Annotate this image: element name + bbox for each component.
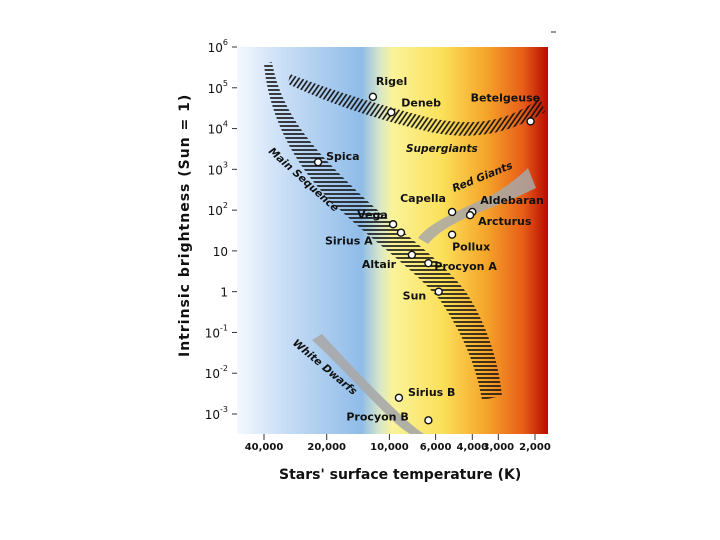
star-point-pollux [447,230,457,239]
star-label-betelgeuse: Betelgeuse [471,91,541,104]
star-label-sun: Sun [403,290,427,303]
star-label-pollux: Pollux [452,241,490,254]
x-tick-label: 4,000 [456,442,488,453]
white-dwarfs-band [312,334,424,434]
star-point-altair [407,250,417,260]
star-point-procyon-b [424,416,433,425]
x-tick-label: 40,000 [245,442,284,453]
y-tick-label: 105 [208,79,228,96]
y-tick-label: 10-1 [205,323,228,340]
star-point-sirius-b [394,393,404,402]
star-point-capella [447,207,457,217]
x-tick-label: 6,000 [420,442,452,453]
star-label-altair: Altair [362,258,397,271]
star-label-procyon-a: Procyon A [434,260,497,273]
star-point-sirius-a [396,228,406,237]
y-tick-label: 10-2 [205,364,228,381]
supergiants-band [288,74,545,136]
star-label-vega: Vega [357,208,388,221]
region-label-supergiants: Supergiants [406,143,478,155]
y-tick-label: 104 [208,120,228,137]
x-tick-label: 2,000 [519,442,551,453]
star-point-deneb [387,108,396,117]
main-sequence-band [264,62,502,400]
star-label-procyon-b: Procyon B [346,410,408,423]
red-giants-band [418,168,536,244]
star-point-spica [313,157,323,167]
y-tick-label: 10-3 [205,405,228,422]
y-tick-label: 1 [220,286,228,300]
star-point-betelgeuse [526,117,535,126]
star-point-procyon-a [424,258,433,268]
chart-marks: Rigel Deneb Betelgeuse Spica Capella Aldebara… [313,75,544,425]
x-tick-label: 20,000 [307,442,346,453]
x-tick-label: 3,000 [483,442,515,453]
star-label-deneb: Deneb [401,96,441,109]
star-label-sirius-b: Sirius B [408,386,455,399]
star-label-spica: Spica [326,150,360,163]
star-label-aldebaran: Aldebaran [480,194,544,207]
y-axis-title: Intrinsic brightness (Sun = 1) [177,94,193,357]
y-tick-label: 102 [208,201,228,218]
star-label-capella: Capella [400,192,446,205]
star-label-arcturus: Arcturus [478,215,532,228]
x-tick-label: 10,000 [370,442,409,453]
star-point-arcturus [465,211,475,220]
star-label-rigel: Rigel [376,75,407,88]
y-tick-label: 103 [208,160,228,177]
star-label-sirius-a: Sirius A [325,235,373,248]
star-point-vega [388,220,398,229]
y-tick-label: 10 [213,245,228,259]
x-axis-title: Stars' surface temperature (K) [279,467,521,483]
y-tick-label: 106 [208,38,228,55]
star-point-sun [434,287,443,296]
star-point-rigel [368,92,378,102]
